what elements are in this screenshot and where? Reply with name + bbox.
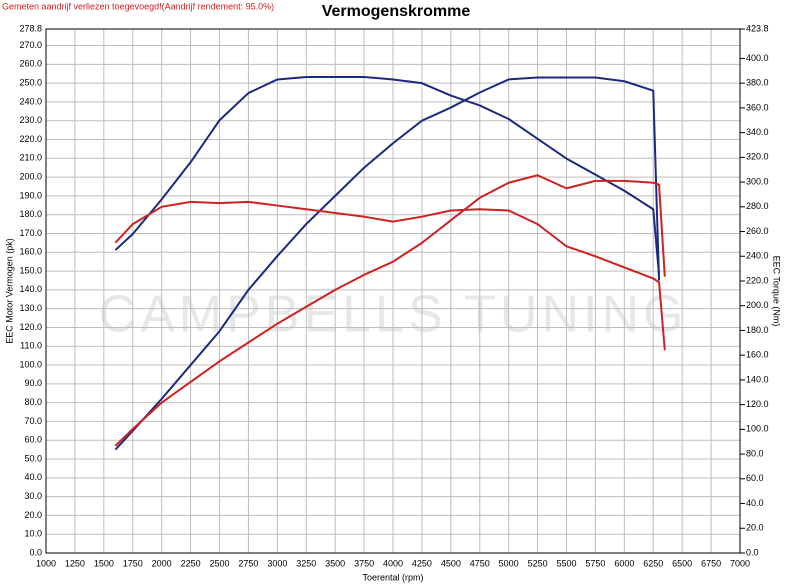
y-tick-label: 90.0 [24, 378, 42, 388]
y2-tick-label: 280.0 [746, 201, 769, 211]
y-tick-label: 180.0 [19, 209, 42, 219]
x-tick-label: 6250 [643, 558, 663, 568]
x-tick-label: 2250 [181, 558, 201, 568]
y-tick-label: 150.0 [19, 265, 42, 275]
x-tick-label: 5750 [585, 558, 605, 568]
y-tick-label: 120.0 [19, 322, 42, 332]
x-tick-label: 5500 [556, 558, 576, 568]
y-tick-label: 140.0 [19, 284, 42, 294]
y-tick-label: 0.0 [29, 547, 42, 557]
x-tick-label: 4000 [383, 558, 403, 568]
y2-tick-label: 260.0 [746, 226, 769, 236]
y-axis-label: EEC Motor Vermogen (pk) [4, 238, 14, 344]
y2-tick-label: 40.0 [746, 498, 764, 508]
plot-frame [45, 28, 741, 554]
chart-title: Vermogenskromme [322, 3, 471, 20]
x-tick-label: 6000 [614, 558, 634, 568]
y2-tick-label: 240.0 [746, 251, 769, 261]
x-tick-label: 1000 [36, 558, 56, 568]
y2-tick-label: 340.0 [746, 127, 769, 137]
y2-tick-label: 400.0 [746, 53, 769, 63]
x-tick-label: 3500 [325, 558, 345, 568]
x-tick-label: 6500 [672, 558, 692, 568]
x-tick-label: 6750 [701, 558, 721, 568]
y-tick-label: 260.0 [19, 59, 42, 69]
series-line [114, 200, 666, 351]
y-tick-label: 240.0 [19, 96, 42, 106]
note: Gemeten aandrijf verliezen toegevoegd!(A… [2, 1, 274, 11]
x-tick-label: 7000 [730, 558, 750, 568]
x-tick-label: 2750 [238, 558, 258, 568]
y-tick-label: 30.0 [24, 491, 42, 501]
y2-tick-label: 200.0 [746, 300, 769, 310]
y2-tick-label: 320.0 [746, 152, 769, 162]
x-tick-label: 3000 [267, 558, 287, 568]
x-tick-label: 4500 [441, 558, 461, 568]
x-tick-label: 5250 [528, 558, 548, 568]
y-tick-label: 80.0 [24, 397, 42, 407]
y-tick-label: 10.0 [24, 529, 42, 539]
y-tick-label: 230.0 [19, 115, 42, 125]
y-tick-label: 160.0 [19, 247, 42, 257]
y-tick-label: 70.0 [24, 416, 42, 426]
y-tick-label: 20.0 [24, 510, 42, 520]
y-tick-label: 200.0 [19, 171, 42, 181]
y-tick-label: 40.0 [24, 472, 42, 482]
x-tick-label: 1750 [123, 558, 143, 568]
y-tick-label: 60.0 [24, 435, 42, 445]
y-tick-label: 270.0 [19, 40, 42, 50]
y2-tick-label: 100.0 [746, 424, 769, 434]
y2-tick-label: 160.0 [746, 350, 769, 360]
y2-tick-label: 0.0 [746, 547, 759, 557]
x-axis-label: Toerental (rpm) [362, 572, 423, 582]
y-tick-label: 100.0 [19, 359, 42, 369]
x-tick-label: 1500 [94, 558, 114, 568]
y2-tick-label: 80.0 [746, 448, 764, 458]
x-tick-label: 3750 [354, 558, 374, 568]
x-tick-label: 3250 [296, 558, 316, 568]
y2-tick-label: 300.0 [746, 176, 769, 186]
series-line [114, 75, 661, 275]
watermark: CAMPBELLS TUNING [99, 286, 688, 344]
x-tick-label: 1250 [65, 558, 85, 568]
y-tick-label: 170.0 [19, 228, 42, 238]
x-tick-label: 4250 [412, 558, 432, 568]
x-tick-label: 2500 [209, 558, 229, 568]
y2-tick-label: 220.0 [746, 275, 769, 285]
series-line [114, 174, 666, 447]
y2-tick-label: 360.0 [746, 102, 769, 112]
y2-tick-label: 180.0 [746, 325, 769, 335]
y2-tick-label: 140.0 [746, 374, 769, 384]
y-tick-label: 50.0 [24, 453, 42, 463]
y2-axis-label: EEC Torque (Nm) [772, 256, 782, 327]
y-tick-label: 130.0 [19, 303, 42, 313]
y-tick-label: 278.8 [19, 23, 42, 33]
x-tick-label: 5000 [499, 558, 519, 568]
y-tick-label: 210.0 [19, 153, 42, 163]
x-tick-label: 4750 [470, 558, 490, 568]
x-tick-label: 2000 [152, 558, 172, 568]
y2-tick-label: 120.0 [746, 399, 769, 409]
y2-tick-label: 380.0 [746, 78, 769, 88]
y2-tick-label: 60.0 [746, 473, 764, 483]
series-line [114, 76, 661, 451]
y-tick-label: 220.0 [19, 134, 42, 144]
y-tick-label: 250.0 [19, 78, 42, 88]
y2-tick-label: 423.8 [746, 23, 769, 33]
y2-tick-label: 20.0 [746, 523, 764, 533]
y-tick-label: 190.0 [19, 190, 42, 200]
y-tick-label: 110.0 [20, 341, 42, 351]
